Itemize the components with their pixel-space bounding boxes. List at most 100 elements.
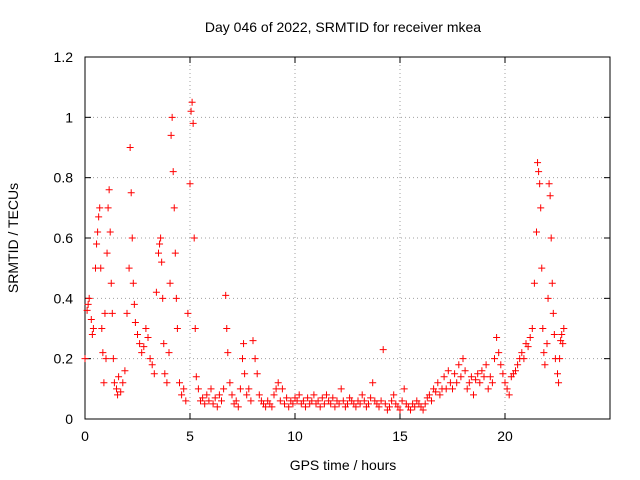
data-point: [377, 397, 385, 405]
data-point: [109, 355, 117, 363]
data-point: [166, 279, 174, 287]
x-tick-label: 15: [392, 428, 408, 444]
y-tick-label: 0.8: [54, 170, 74, 186]
data-point: [482, 361, 490, 369]
data-point: [105, 186, 113, 194]
data-point: [182, 397, 190, 405]
data-point: [400, 385, 408, 393]
data-point: [117, 388, 125, 396]
data-point: [161, 370, 169, 378]
data-point: [134, 331, 141, 339]
data-point: [547, 234, 555, 242]
data-point: [365, 400, 372, 408]
data-point: [121, 367, 129, 375]
data-point: [285, 403, 293, 411]
data-point: [421, 400, 429, 408]
data-point: [144, 334, 152, 342]
data-point: [194, 385, 202, 393]
data-point: [318, 394, 326, 402]
data-point: [465, 379, 473, 387]
data-point: [486, 373, 494, 381]
data-point: [278, 385, 286, 393]
data-point: [253, 370, 261, 378]
data-point: [241, 370, 249, 378]
data-point: [101, 309, 109, 317]
data-point: [453, 379, 461, 387]
data-point: [262, 403, 270, 411]
data-point: [96, 204, 104, 212]
data-point: [224, 349, 232, 357]
data-point: [170, 204, 178, 212]
data-point: [87, 315, 95, 323]
data-point: [289, 400, 297, 408]
data-point: [467, 373, 475, 381]
data-point: [396, 406, 404, 414]
data-point: [127, 189, 135, 197]
data-point: [352, 403, 360, 411]
data-point: [537, 204, 545, 212]
data-point: [558, 331, 566, 339]
data-point: [247, 397, 255, 405]
data-point: [459, 355, 467, 363]
data-point: [436, 391, 444, 399]
data-point: [84, 300, 92, 308]
data-point: [167, 131, 175, 139]
data-point: [451, 370, 459, 378]
data-point: [295, 391, 303, 399]
data-point: [178, 391, 186, 399]
data-point: [205, 397, 213, 405]
data-point: [390, 391, 398, 399]
x-tick-label: 5: [186, 428, 194, 444]
data-point: [114, 391, 122, 399]
data-point: [270, 391, 278, 399]
x-axis-label: GPS time / hours: [290, 457, 397, 473]
data-point: [442, 385, 450, 393]
y-axis-label: SRMTID / TECUs: [5, 183, 21, 293]
data-point: [344, 400, 351, 408]
data-point: [255, 391, 263, 399]
data-point: [327, 400, 335, 408]
data-point: [97, 264, 105, 272]
data-point: [232, 397, 240, 405]
data-point: [419, 406, 427, 414]
data-point: [497, 361, 505, 369]
data-point: [209, 400, 217, 408]
data-point: [159, 294, 167, 302]
data-point: [308, 397, 316, 405]
data-point: [245, 385, 253, 393]
data-point: [499, 370, 507, 378]
data-point: [220, 385, 228, 393]
data-point: [331, 403, 339, 411]
data-point: [514, 361, 522, 369]
data-point: [190, 234, 198, 242]
data-point: [440, 373, 448, 381]
x-tick-label: 10: [287, 428, 303, 444]
data-point: [528, 325, 536, 332]
data-point: [539, 325, 547, 332]
data-point: [491, 355, 498, 363]
data-point: [478, 367, 486, 375]
data-point: [538, 264, 546, 272]
data-point: [138, 349, 146, 357]
data-point: [535, 168, 543, 176]
data-point: [215, 391, 223, 399]
data-point: [501, 379, 509, 387]
data-point: [554, 370, 561, 378]
data-point: [310, 391, 318, 399]
data-point: [503, 385, 511, 393]
data-point: [434, 379, 442, 387]
data-point: [446, 379, 454, 387]
data-point: [283, 394, 291, 402]
data-point: [530, 279, 538, 287]
data-point: [484, 385, 492, 393]
data-point: [560, 325, 568, 332]
data-point: [358, 391, 366, 399]
data-point: [268, 403, 276, 411]
data-point: [302, 403, 309, 411]
data-point: [375, 403, 383, 411]
data-point: [223, 325, 231, 332]
axes: 0 5 10 15 20 0 0.2 0.4 0.6 0.8 1 1.2: [54, 49, 611, 444]
data-point: [125, 264, 133, 272]
data-point: [541, 361, 549, 369]
data-point: [88, 331, 96, 339]
